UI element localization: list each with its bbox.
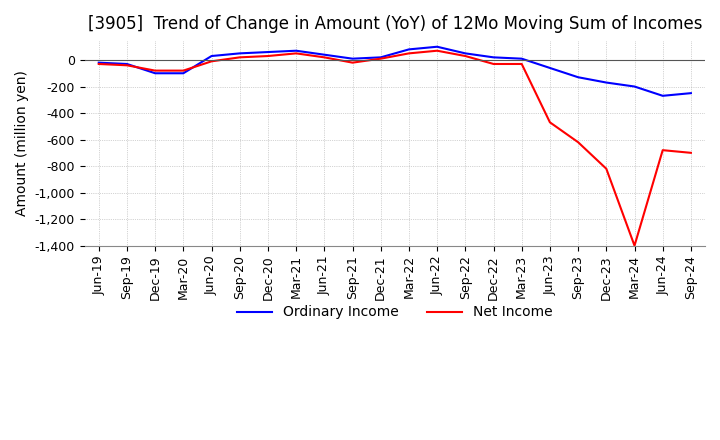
Ordinary Income — [377, 55, 385, 60]
Net Income — [433, 48, 441, 53]
Ordinary Income — [630, 84, 639, 89]
Ordinary Income — [574, 75, 582, 80]
Ordinary Income — [122, 61, 131, 66]
Ordinary Income — [658, 93, 667, 99]
Ordinary Income — [602, 80, 611, 85]
Net Income — [94, 61, 103, 66]
Title: [3905]  Trend of Change in Amount (YoY) of 12Mo Moving Sum of Incomes: [3905] Trend of Change in Amount (YoY) o… — [88, 15, 702, 33]
Net Income — [122, 62, 131, 68]
Net Income — [405, 51, 413, 56]
Net Income — [235, 55, 244, 60]
Net Income — [377, 56, 385, 61]
Ordinary Income — [94, 60, 103, 65]
Net Income — [546, 120, 554, 125]
Ordinary Income — [348, 56, 357, 61]
Net Income — [489, 61, 498, 66]
Line: Ordinary Income: Ordinary Income — [99, 47, 691, 96]
Net Income — [574, 139, 582, 145]
Ordinary Income — [518, 56, 526, 61]
Net Income — [150, 68, 159, 73]
Net Income — [264, 53, 272, 59]
Net Income — [687, 150, 696, 155]
Net Income — [658, 147, 667, 153]
Ordinary Income — [687, 91, 696, 96]
Ordinary Income — [292, 48, 300, 53]
Ordinary Income — [461, 51, 469, 56]
Net Income — [518, 61, 526, 66]
Y-axis label: Amount (million yen): Amount (million yen) — [15, 70, 29, 216]
Ordinary Income — [433, 44, 441, 49]
Legend: Ordinary Income, Net Income: Ordinary Income, Net Income — [232, 300, 558, 325]
Net Income — [630, 243, 639, 248]
Line: Net Income: Net Income — [99, 51, 691, 246]
Ordinary Income — [489, 55, 498, 60]
Ordinary Income — [405, 47, 413, 52]
Net Income — [207, 59, 216, 64]
Ordinary Income — [235, 51, 244, 56]
Net Income — [461, 53, 469, 59]
Net Income — [602, 166, 611, 171]
Ordinary Income — [207, 53, 216, 59]
Net Income — [179, 68, 188, 73]
Net Income — [292, 51, 300, 56]
Ordinary Income — [150, 71, 159, 76]
Ordinary Income — [546, 65, 554, 70]
Ordinary Income — [179, 71, 188, 76]
Ordinary Income — [320, 52, 328, 57]
Net Income — [320, 55, 328, 60]
Ordinary Income — [264, 49, 272, 55]
Net Income — [348, 60, 357, 65]
